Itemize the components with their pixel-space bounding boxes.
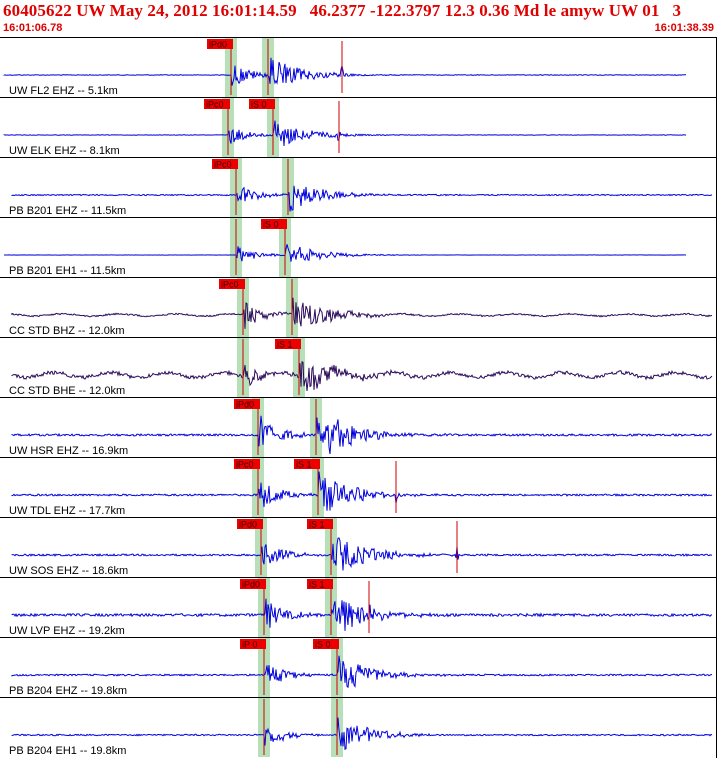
p-pick-label[interactable]: iP 0 bbox=[242, 640, 257, 650]
trace-panel-1[interactable]: iPd0 UW FL2 EHZ -- 5.1km bbox=[0, 37, 717, 98]
trace-panel-6[interactable]: iS 1 CC STD BHE -- 12.0km bbox=[0, 337, 717, 398]
p-pick-label[interactable]: iPd0 bbox=[209, 40, 227, 50]
p-pick-label-bg bbox=[240, 579, 266, 589]
p-pick-label-bg bbox=[219, 279, 245, 289]
station-label-cc-std-bhz-12-0km: CC STD BHZ -- 12.0km bbox=[9, 325, 125, 337]
s-pick-label[interactable]: iS 1 bbox=[277, 340, 293, 350]
trace-panel-12[interactable]: PB B204 EH1 -- 19.8km bbox=[0, 697, 717, 758]
waveform-trace bbox=[11, 655, 713, 689]
trace-panel-7[interactable]: iPd0 UW HSR EHZ -- 16.9km bbox=[0, 397, 717, 458]
waveform-trace bbox=[11, 471, 713, 511]
station-label-pb-b201-ehz-11-5km: PB B201 EHZ -- 11.5km bbox=[9, 205, 126, 217]
waveform-trace bbox=[11, 717, 713, 750]
station-label-pb-b204-eh1-19-8km: PB B204 EH1 -- 19.8km bbox=[9, 745, 126, 757]
p-pick-label[interactable]: iPd0 bbox=[242, 580, 260, 590]
s-pick-label-bg bbox=[249, 99, 275, 109]
p-pick-label[interactable]: iPc0 bbox=[236, 460, 254, 470]
trace-panel-10[interactable]: iPd0 iS 1 UW LVP EHZ -- 19.2km bbox=[0, 577, 717, 638]
trace-panel-8[interactable]: iPc0 iS 1 UW TDL EHZ -- 17.7km bbox=[0, 457, 717, 518]
s-pick-label-bg bbox=[313, 639, 339, 649]
station-label-uw-tdl-ehz-17-7km: UW TDL EHZ -- 17.7km bbox=[9, 505, 125, 517]
station-label-uw-fl2-ehz-5-1km: UW FL2 EHZ -- 5.1km bbox=[9, 85, 118, 97]
event-title: 60405622 UW May 24, 2012 16:01:14.59 46.… bbox=[3, 1, 682, 20]
trace-panel-4[interactable]: iS 0 PB B201 EH1 -- 11.5km bbox=[0, 217, 717, 278]
s-pick-label-bg bbox=[294, 459, 320, 469]
p-pick-label[interactable]: iPc0 bbox=[206, 100, 224, 110]
p-pick-label-bg bbox=[204, 99, 230, 109]
seismogram-panels[interactable]: iPd0 UW FL2 EHZ -- 5.1km iPc0 iS 0 UW ELK EH… bbox=[0, 37, 717, 758]
p-pick-label-bg bbox=[207, 39, 233, 49]
start-time-label: 16:01:06.78 bbox=[3, 22, 63, 34]
p-pick-label-bg bbox=[212, 159, 238, 169]
waveform-trace bbox=[3, 57, 687, 86]
p-pick-label-bg bbox=[237, 519, 263, 529]
s-pick-label[interactable]: iS 1 bbox=[309, 580, 325, 590]
end-time-label: 16:01:38.39 bbox=[654, 22, 714, 34]
s-pick-label[interactable]: iS 0 bbox=[263, 220, 279, 230]
station-label-uw-elk-ehz-8-1km: UW ELK EHZ -- 8.1km bbox=[9, 145, 120, 157]
station-label-uw-sos-ehz-18-6km: UW SOS EHZ -- 18.6km bbox=[9, 565, 128, 577]
s-pick-label[interactable]: iS 0 bbox=[251, 100, 267, 110]
trace-panel-5[interactable]: iPc0 CC STD BHZ -- 12.0km bbox=[0, 277, 717, 338]
s-pick-label-bg bbox=[275, 339, 301, 349]
waveform-trace bbox=[11, 537, 713, 571]
trace-panel-3[interactable]: iPc0 PB B201 EHZ -- 11.5km bbox=[0, 157, 717, 218]
waveform-trace bbox=[11, 185, 713, 212]
s-pick-label-bg bbox=[307, 519, 333, 529]
s-pick-label-bg bbox=[307, 579, 333, 589]
station-label-cc-std-bhe-12-0km: CC STD BHE -- 12.0km bbox=[9, 385, 125, 397]
p-pick-label-bg bbox=[240, 639, 266, 649]
station-label-uw-lvp-ehz-19-2km: UW LVP EHZ -- 19.2km bbox=[9, 625, 125, 637]
p-pick-label-bg bbox=[234, 399, 260, 409]
p-pick-label[interactable]: iPd0 bbox=[239, 520, 257, 530]
p-pick-label[interactable]: iPc0 bbox=[214, 160, 232, 170]
p-pick-label[interactable]: iPc0 bbox=[221, 280, 239, 290]
trace-panel-2[interactable]: iPc0 iS 0 UW ELK EHZ -- 8.1km bbox=[0, 97, 717, 158]
station-label-pb-b201-eh1-11-5km: PB B201 EH1 -- 11.5km bbox=[9, 265, 126, 277]
s-pick-label[interactable]: iS 1 bbox=[296, 460, 312, 470]
s-pick-label[interactable]: iS 1 bbox=[309, 520, 325, 530]
trace-panel-9[interactable]: iPd0 iS 1 UW SOS EHZ -- 18.6km bbox=[0, 517, 717, 578]
p-pick-label-bg bbox=[234, 459, 260, 469]
event-header: 60405622 UW May 24, 2012 16:01:14.59 46.… bbox=[0, 0, 717, 37]
s-pick-label-bg bbox=[261, 219, 287, 229]
waveform-trace bbox=[11, 415, 713, 455]
station-label-uw-hsr-ehz-16-9km: UW HSR EHZ -- 16.9km bbox=[9, 445, 128, 457]
waveform-trace bbox=[3, 120, 687, 147]
p-pick-label[interactable]: iPd0 bbox=[236, 400, 254, 410]
station-label-pb-b204-ehz-19-8km: PB B204 EHZ -- 19.8km bbox=[9, 685, 127, 697]
s-pick-label[interactable]: iS 0 bbox=[315, 640, 331, 650]
waveform-trace bbox=[4, 244, 687, 262]
waveform-trace bbox=[11, 598, 713, 631]
trace-panel-11[interactable]: iP 0 iS 0 PB B204 EHZ -- 19.8km bbox=[0, 637, 717, 698]
waveform-trace bbox=[11, 361, 713, 391]
waveform-trace bbox=[11, 297, 713, 329]
